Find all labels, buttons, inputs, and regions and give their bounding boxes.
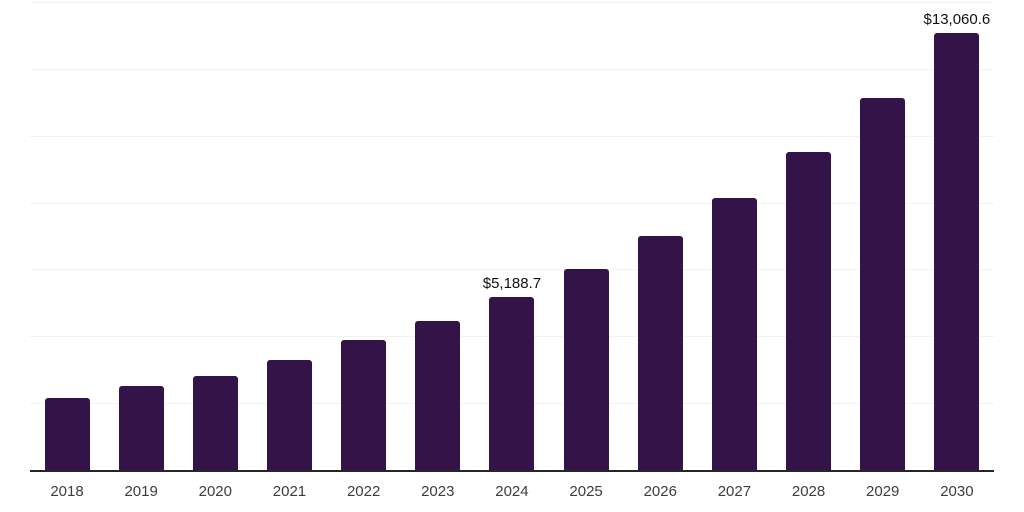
x-label-2020: 2020 [198,483,232,500]
bar-2026 [637,236,683,470]
x-label-2026: 2026 [643,483,677,500]
bar-2028 [786,151,832,470]
plot-area: $5,188.7 $13,060.6 [30,2,994,472]
bar-slot-2026 [637,2,683,470]
bar-2020 [192,375,238,470]
data-label-2030: $13,060.6 [923,11,991,29]
gridline-14000 [30,2,994,3]
bar-slot-2028 [786,2,832,470]
x-label-2027: 2027 [717,483,752,500]
bar-slot-2020 [192,2,238,470]
bar-slot-2022 [341,2,387,470]
x-label-2025: 2025 [569,483,603,500]
bar-slot-2027 [711,2,757,470]
bar-2027 [711,198,757,470]
bars: $5,188.7 $13,060.6 [30,2,994,470]
bar-slot-2023 [415,2,461,470]
bar-2030 [934,33,980,470]
x-label-2023: 2023 [421,483,455,500]
bar-slot-2021 [266,2,312,470]
gridline-8000 [30,202,994,204]
x-label-2029: 2029 [866,483,900,500]
x-label-2022: 2022 [346,483,381,500]
bar-2025 [563,269,609,470]
x-label-2024: 2024 [495,483,529,500]
x-axis-labels: 2018 2019 2020 2021 2022 2023 2024 2025 2026 2027… [30,482,994,502]
x-label-2028: 2028 [791,483,826,500]
bar-slot-2030: $13,060.6 [924,2,990,470]
bar-2018 [44,398,90,470]
x-label-2021: 2021 [272,483,307,500]
bar-slot-2025 [563,2,609,470]
bar-2024 [489,296,535,470]
bar-2029 [860,97,906,470]
gridline-6000 [30,269,994,271]
gridline-10000 [30,135,994,137]
data-label-2024: $5,188.7 [482,274,542,292]
x-label-2030: 2030 [940,483,974,500]
bar-2019 [118,385,164,470]
x-label-2018: 2018 [50,483,84,500]
gridline-12000 [30,68,994,70]
bar-2023 [415,321,461,470]
bar-slot-2018 [44,2,90,470]
bar-2021 [266,359,312,470]
bar-slot-2019 [118,2,164,470]
x-label-2019: 2019 [124,483,158,500]
bar-slot-2024: $5,188.7 [483,2,541,470]
bar-slot-2029 [860,2,906,470]
bar-2022 [341,340,387,470]
